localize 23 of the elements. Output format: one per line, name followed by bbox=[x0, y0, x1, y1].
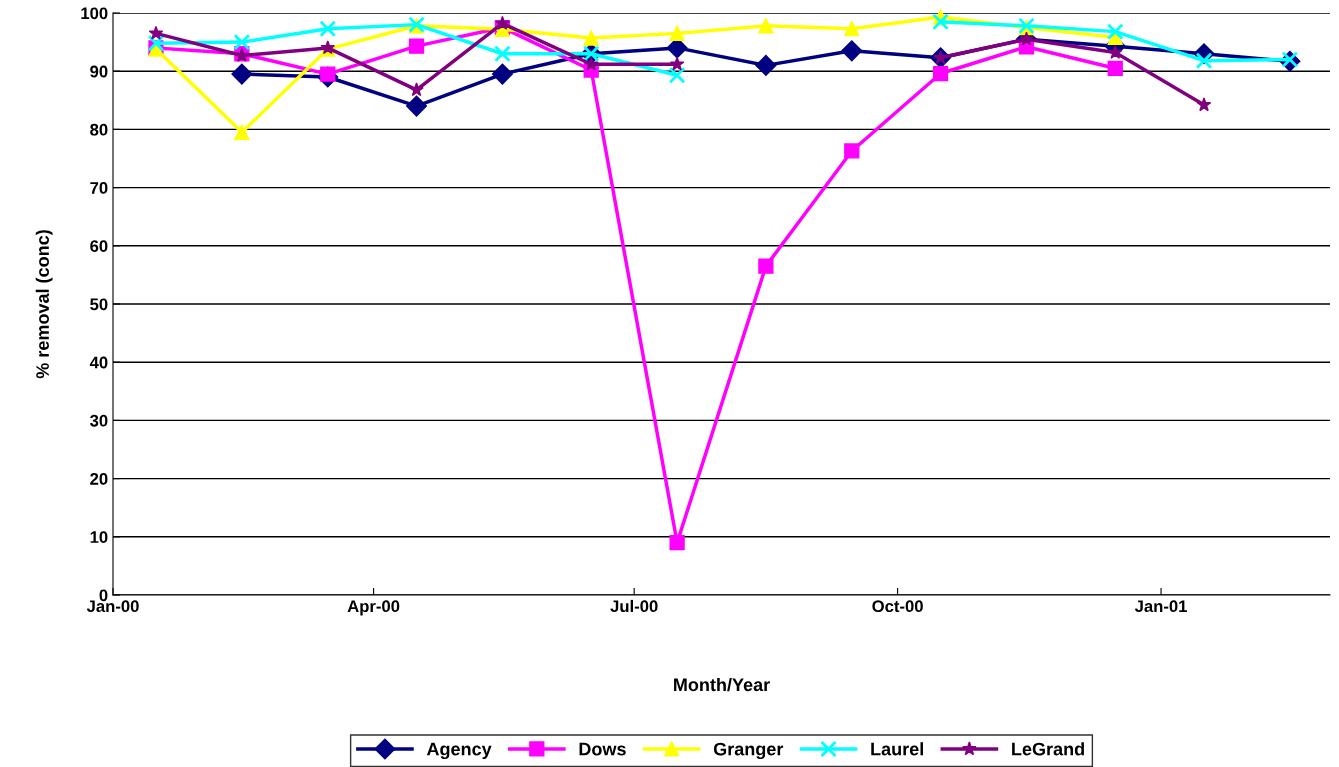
legend-label: Granger bbox=[713, 742, 784, 760]
x-tick-label: Jan-01 bbox=[1134, 600, 1187, 613]
x-tick-label: Oct-00 bbox=[872, 600, 923, 613]
y-tick-label: 70 bbox=[90, 182, 108, 194]
x-axis-title: Month/Year bbox=[674, 677, 770, 692]
y-tick-label: 50 bbox=[90, 298, 108, 311]
y-tick-label: 100 bbox=[81, 7, 108, 20]
x-tick-label: Jul-00 bbox=[610, 599, 658, 613]
x-tick-label: Apr-00 bbox=[347, 600, 400, 616]
y-tick-label: 10 bbox=[90, 531, 108, 543]
legend-label: Dows bbox=[579, 742, 626, 756]
legend-label: LeGrand bbox=[1012, 742, 1084, 756]
y-tick-label: 30 bbox=[89, 414, 108, 427]
y-tick-label: 80 bbox=[90, 123, 108, 136]
y-axis-title: % removal (conc) bbox=[35, 230, 53, 379]
y-tick-label: 40 bbox=[89, 356, 108, 369]
y-tick-label: 20 bbox=[90, 473, 108, 485]
y-tick-label: 0 bbox=[99, 589, 108, 602]
legend-label: Laurel bbox=[871, 742, 923, 756]
y-tick-label: 60 bbox=[90, 240, 108, 252]
x-tick-label: Jan-00 bbox=[86, 600, 139, 613]
legend-label: Agency bbox=[426, 742, 492, 760]
y-tick-label: 90 bbox=[90, 65, 108, 78]
